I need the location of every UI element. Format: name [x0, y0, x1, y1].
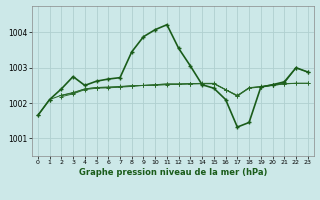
X-axis label: Graphe pression niveau de la mer (hPa): Graphe pression niveau de la mer (hPa)	[79, 168, 267, 177]
